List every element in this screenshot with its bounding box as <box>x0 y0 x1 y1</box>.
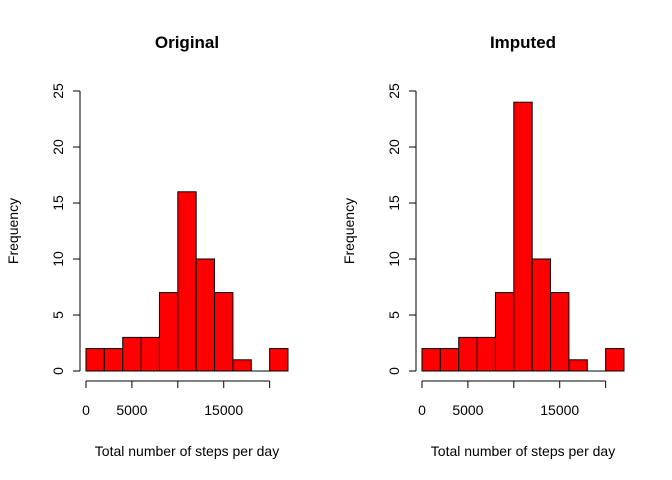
histogram-bar <box>158 292 179 372</box>
y-tick-label: 25 <box>50 83 66 99</box>
x-tick-label: 5000 <box>116 402 147 418</box>
x-tick-label: 15000 <box>204 402 243 418</box>
x-tick-label: 0 <box>82 402 90 418</box>
histogram-bar <box>177 191 197 372</box>
y-axis-label: Frequency <box>341 198 357 264</box>
histogram-bar <box>531 258 552 372</box>
histogram-panel-imputed: Imputed Total number of steps per day Fr… <box>341 33 625 459</box>
chart-title: Imputed <box>490 33 556 52</box>
y-tick-label: 15 <box>386 195 402 211</box>
y-tick-label: 20 <box>386 139 402 155</box>
histogram-bar <box>439 348 460 372</box>
histogram-bar <box>605 348 625 372</box>
histogram-bar <box>458 336 478 372</box>
y-tick-label: 5 <box>50 311 66 319</box>
y-tick-label: 20 <box>50 139 66 155</box>
x-tick-label: 15000 <box>540 402 579 418</box>
histogram-bar <box>195 258 216 372</box>
y-tick-label: 25 <box>386 83 402 99</box>
y-tick-label: 5 <box>386 311 402 319</box>
histogram-bar <box>421 348 441 372</box>
histogram-bar <box>122 336 142 372</box>
histogram-bar <box>85 348 105 372</box>
y-tick-label: 10 <box>386 251 402 267</box>
histogram-bar <box>513 101 533 372</box>
chart-title: Original <box>155 33 219 52</box>
x-axis-label: Total number of steps per day <box>95 443 279 459</box>
histogram-bar <box>269 348 289 372</box>
y-tick-label: 10 <box>50 251 66 267</box>
y-tick-label: 15 <box>50 195 66 211</box>
histogram-bar <box>140 336 160 372</box>
histogram-bar <box>550 292 570 372</box>
histogram-bar <box>494 292 515 372</box>
histogram-bar <box>232 359 252 372</box>
y-tick-label: 0 <box>386 367 402 375</box>
histogram-panel-original: Original Total number of steps per day F… <box>5 33 289 459</box>
histogram-bar <box>214 292 234 372</box>
y-axis-label: Frequency <box>5 198 21 264</box>
x-axis-label: Total number of steps per day <box>431 443 615 459</box>
histogram-bar <box>568 359 588 372</box>
x-tick-label: 0 <box>418 402 426 418</box>
histogram-bar <box>103 348 124 372</box>
y-tick-label: 0 <box>50 367 66 375</box>
x-tick-label: 5000 <box>452 402 483 418</box>
histogram-bar <box>476 336 496 372</box>
